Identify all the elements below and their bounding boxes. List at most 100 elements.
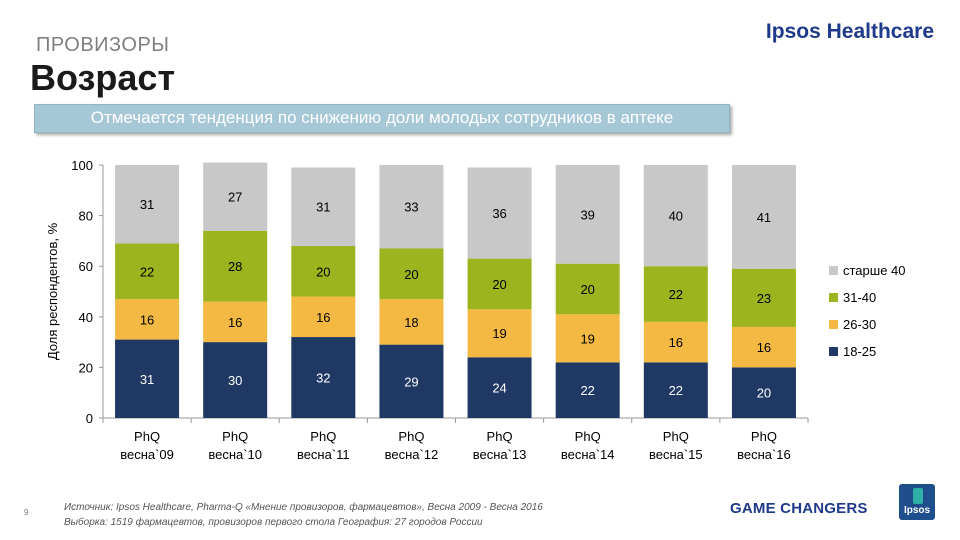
data-label: 22: [669, 383, 683, 398]
bar-segment: [115, 299, 180, 340]
data-label: 39: [580, 207, 594, 222]
data-label: 16: [316, 310, 330, 325]
x-tick-label: PhQ: [751, 429, 777, 444]
bar-segment: [643, 165, 708, 267]
x-tick-label: весна`12: [385, 447, 439, 462]
bar-segment: [291, 167, 356, 246]
bar-segment: [731, 326, 796, 368]
bar-segment: [467, 309, 532, 358]
data-label: 18: [404, 315, 418, 330]
bar-segment: [115, 339, 180, 418]
legend-swatch: [829, 266, 838, 275]
data-label: 24: [492, 381, 506, 396]
x-tick-label: PhQ: [398, 429, 424, 444]
key-finding-banner: Отмечается тенденция по снижению доли мо…: [34, 104, 730, 133]
bar-segment: [379, 165, 444, 249]
data-label: 28: [228, 259, 242, 274]
x-tick-label: весна`10: [208, 447, 262, 462]
data-label: 27: [228, 190, 242, 205]
bar-segment: [643, 266, 708, 322]
x-tick-label: весна`09: [120, 447, 174, 462]
x-tick-label: весна`13: [473, 447, 527, 462]
data-label: 41: [757, 210, 771, 225]
data-label: 20: [316, 264, 330, 279]
bar-segment: [643, 362, 708, 418]
bar-segment: [291, 296, 356, 338]
x-tick-label: PhQ: [575, 429, 601, 444]
bar-segment: [379, 344, 444, 418]
bar-segment: [731, 268, 796, 327]
legend-swatch: [829, 347, 838, 356]
data-label: 36: [492, 206, 506, 221]
logo-mark-icon: [913, 488, 923, 504]
y-tick-label: 60: [79, 259, 93, 274]
x-tick-label: весна`15: [649, 447, 703, 462]
legend-swatch: [829, 320, 838, 329]
data-label: 31: [140, 197, 154, 212]
x-tick-label: PhQ: [134, 429, 160, 444]
bar-segment: [203, 301, 268, 343]
data-label: 22: [140, 264, 154, 279]
data-label: 19: [492, 326, 506, 341]
data-label: 16: [757, 340, 771, 355]
data-label: 31: [140, 372, 154, 387]
ipsos-logo: Ipsos: [899, 484, 935, 520]
page-title: Возраст: [30, 57, 176, 98]
data-label: 22: [580, 383, 594, 398]
bar-segment: [555, 263, 620, 315]
bar-segment: [291, 337, 356, 418]
bar-segment: [731, 165, 796, 269]
data-label: 30: [228, 373, 242, 388]
x-tick-label: весна`11: [297, 447, 350, 462]
y-tick-label: 80: [79, 209, 93, 224]
bar-segment: [643, 321, 708, 363]
data-label: 33: [404, 200, 418, 215]
logo-text: Ipsos: [903, 505, 931, 516]
data-label: 20: [492, 277, 506, 292]
bar-segment: [731, 367, 796, 418]
bar-segment: [115, 165, 180, 244]
data-label: 29: [404, 374, 418, 389]
data-label: 20: [757, 386, 771, 401]
x-tick-label: весна`16: [737, 447, 791, 462]
x-tick-label: PhQ: [487, 429, 513, 444]
legend-label: 18-25: [843, 344, 876, 359]
bar-segment: [467, 258, 532, 310]
bar-segment: [203, 342, 268, 418]
bar-segment: [291, 245, 356, 297]
y-axis-label: Доля респондентов, %: [45, 222, 60, 360]
bar-segment: [467, 357, 532, 418]
data-label: 40: [669, 209, 683, 224]
bar-segment: [555, 314, 620, 363]
bar-segment: [379, 248, 444, 300]
data-label: 20: [404, 267, 418, 282]
legend-label: 31-40: [843, 290, 876, 305]
x-tick-label: PhQ: [222, 429, 248, 444]
bar-segment: [115, 243, 180, 300]
data-label: 16: [140, 312, 154, 327]
key-finding-text: Отмечается тенденция по снижению доли мо…: [90, 108, 674, 127]
data-label: 20: [580, 282, 594, 297]
data-label: 22: [669, 287, 683, 302]
source-note: Источник: Ipsos Healthcare, Pharma-Q «Мн…: [64, 502, 543, 513]
data-label: 31: [316, 200, 330, 215]
game-changers-tagline: GAME CHANGERS: [730, 500, 868, 517]
legend-label: старше 40: [843, 263, 906, 278]
data-label: 16: [669, 335, 683, 350]
bar-segment: [467, 167, 532, 259]
x-tick-label: весна`14: [561, 447, 615, 462]
y-tick-label: 100: [71, 158, 93, 173]
section-supertitle: ПРОВИЗОРЫ: [36, 34, 170, 56]
data-label: 23: [757, 291, 771, 306]
bar-segment: [555, 362, 620, 418]
data-label: 16: [228, 315, 242, 330]
sample-note: Выборка: 1519 фармацевтов, провизоров пе…: [64, 517, 483, 528]
page-number: 9: [24, 508, 29, 517]
y-tick-label: 0: [86, 411, 93, 426]
bar-segment: [203, 162, 268, 231]
y-tick-label: 40: [79, 310, 93, 325]
data-label: 32: [316, 371, 330, 386]
legend-swatch: [829, 293, 838, 302]
bar-segment: [379, 299, 444, 345]
